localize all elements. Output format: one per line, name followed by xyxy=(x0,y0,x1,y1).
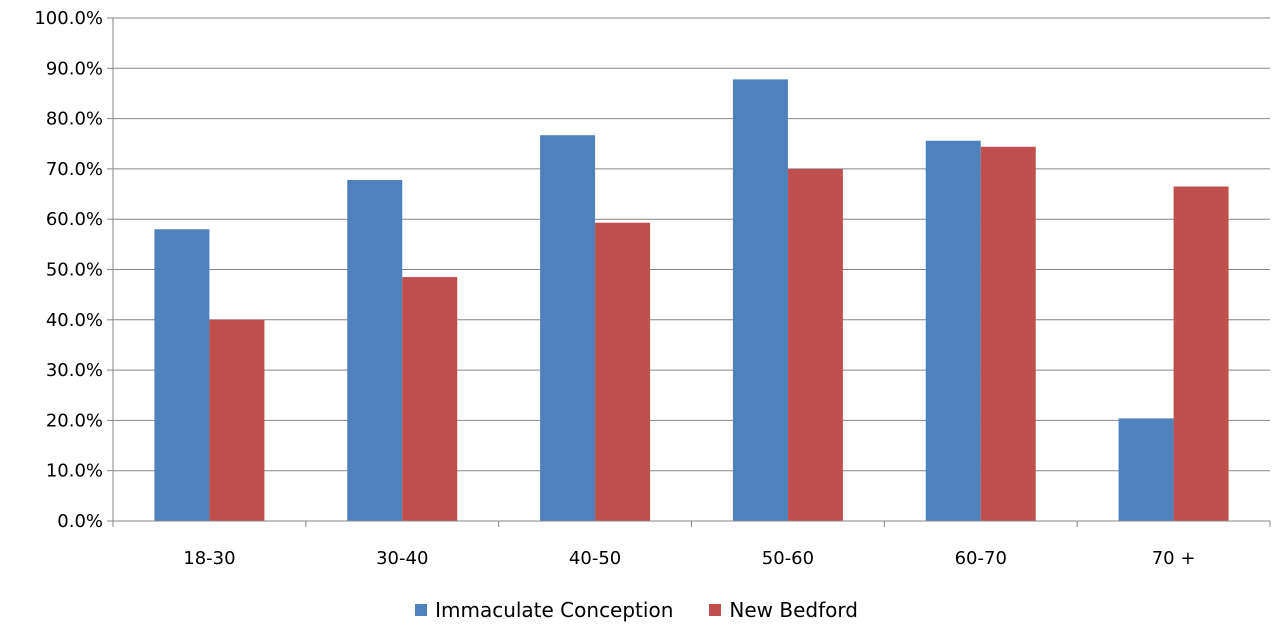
y-tick-label: 50.0% xyxy=(46,260,103,281)
x-tick-label: 50-60 xyxy=(762,548,814,569)
bar-immaculate-conception-5 xyxy=(1118,418,1174,521)
legend-swatch-new-bedford xyxy=(709,604,722,616)
bar-immaculate-conception-2 xyxy=(540,135,596,521)
legend-item-new-bedford: New Bedford xyxy=(709,598,858,622)
x-tick-label: 18-30 xyxy=(183,548,235,569)
bars xyxy=(154,79,1229,521)
bar-new-bedford-0 xyxy=(209,319,265,521)
bar-new-bedford-3 xyxy=(787,168,843,521)
y-tick-label: 10.0% xyxy=(46,461,103,482)
gridlines xyxy=(113,17,1270,472)
legend-item-immaculate-conception: Immaculate Conception xyxy=(415,598,673,622)
bar-new-bedford-5 xyxy=(1173,186,1229,521)
y-axis-tick-labels: 0.0% 10.0% 20.0% 30.0% 40.0% 50.0% 60.0% 70.0% 8… xyxy=(34,8,103,532)
y-tick-label: 100.0% xyxy=(34,8,103,29)
x-axis-tick-labels: 18-30 30-40 40-50 50-60 60-70 70 + xyxy=(183,548,1195,569)
bar-immaculate-conception-1 xyxy=(347,179,403,521)
axes xyxy=(107,17,1271,527)
y-tick-label: 70.0% xyxy=(46,159,103,180)
y-tick-label: 80.0% xyxy=(46,109,103,130)
y-tick-label: 40.0% xyxy=(46,310,103,331)
legend-label-immaculate-conception: Immaculate Conception xyxy=(435,598,674,622)
bar-new-bedford-4 xyxy=(980,146,1036,521)
legend-label-new-bedford: New Bedford xyxy=(729,598,858,622)
y-tick-label: 0.0% xyxy=(57,511,103,532)
bar-new-bedford-1 xyxy=(402,277,458,521)
x-tick-label: 70 + xyxy=(1152,548,1196,569)
bar-new-bedford-2 xyxy=(595,222,651,521)
bar-immaculate-conception-0 xyxy=(154,229,210,521)
legend-swatch-immaculate-conception xyxy=(415,604,428,616)
y-tick-label: 30.0% xyxy=(46,360,103,381)
x-tick-label: 60-70 xyxy=(955,548,1007,569)
y-tick-label: 60.0% xyxy=(46,209,103,230)
legend: Immaculate Conception New Bedford xyxy=(0,595,1273,625)
y-tick-label: 20.0% xyxy=(46,410,103,431)
x-tick-label: 30-40 xyxy=(376,548,428,569)
bar-immaculate-conception-4 xyxy=(925,140,981,521)
x-tick-label: 40-50 xyxy=(569,548,621,569)
bar-immaculate-conception-3 xyxy=(732,79,788,521)
y-tick-label: 90.0% xyxy=(46,58,103,79)
